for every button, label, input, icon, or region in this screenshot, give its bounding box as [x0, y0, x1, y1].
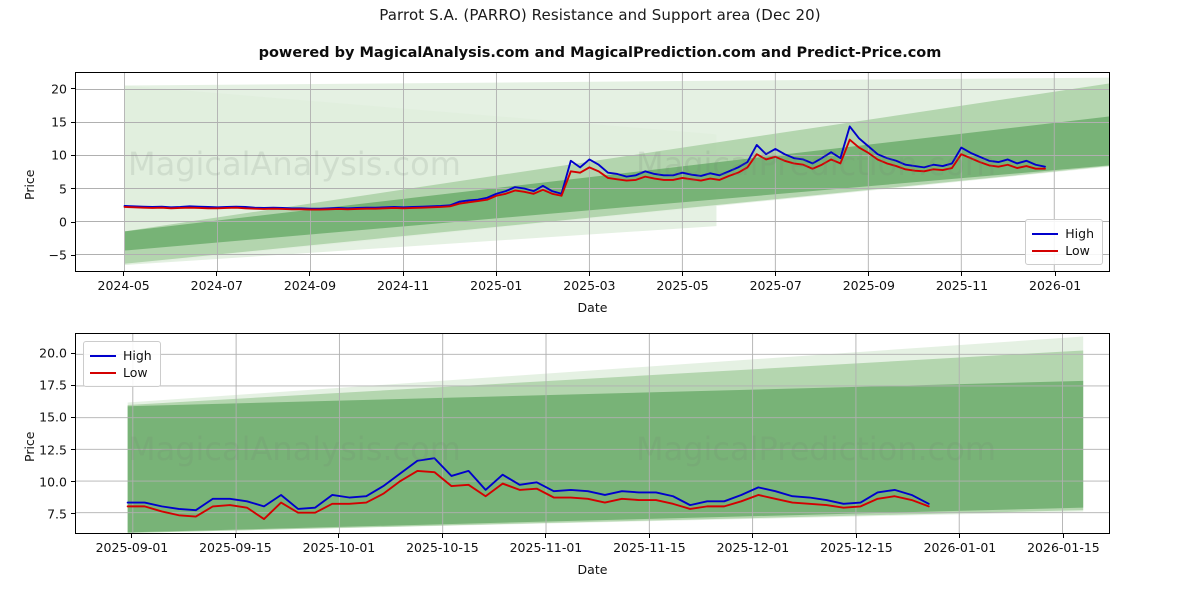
bottom-x-tick-mark: [855, 534, 857, 538]
legend-entry-low: Low: [1032, 242, 1094, 259]
top-x-tick-label: 2024-09: [283, 278, 337, 293]
top-x-tick-label: 2025-03: [563, 278, 616, 293]
bottom-y-tick-label: 12.5: [39, 442, 67, 457]
top-x-tick-label: 2024-05: [97, 278, 150, 293]
legend-label-high: High: [1065, 226, 1094, 241]
bottom-y-tick-label: 17.5: [39, 377, 67, 393]
bottom-y-tick-mark: [71, 416, 75, 418]
top-y-tick-mark: [71, 221, 75, 223]
top-x-tick-mark: [868, 272, 870, 276]
top-y-tick-label: 20: [51, 81, 67, 97]
top-x-tick-mark: [309, 272, 311, 276]
top-x-tick-label: 2025-11: [935, 278, 989, 293]
top-x-tick-mark: [775, 272, 777, 276]
bottom-x-tick-label: 2025-09-15: [199, 540, 272, 555]
bottom-y-tick-mark: [71, 481, 75, 482]
series-line-high: [126, 457, 930, 512]
top-chart-legend: High Low: [1025, 219, 1103, 265]
top-x-tick-mark: [682, 272, 684, 276]
legend-swatch-high: [1032, 232, 1059, 235]
legend-entry-high: High: [1032, 225, 1094, 242]
top-y-tick-label: 15: [51, 114, 67, 130]
bottom-x-tick-mark: [234, 534, 236, 538]
legend-swatch-high: [90, 354, 116, 357]
top-x-tick-mark: [588, 272, 590, 276]
top-x-tick-mark: [123, 272, 125, 276]
top-x-tick-mark: [216, 272, 218, 276]
bottom-y-tick-label: 7.5: [47, 506, 67, 522]
page-subtitle: powered by MagicalAnalysis.com and Magic…: [258, 45, 942, 61]
series-line-low: [123, 138, 1046, 211]
top-y-tick-label: 0: [59, 214, 67, 230]
band-core-cone: [127, 380, 1084, 533]
top-chart-plot-area: MagicalAnalysis.com MagicalPrediction.co…: [75, 72, 1110, 272]
top-chart-x-axis-label: Date: [577, 300, 608, 315]
top-x-tick-mark: [961, 272, 963, 276]
bottom-x-tick-mark: [752, 534, 754, 538]
bottom-x-tick-label: 2026-01-15: [1027, 540, 1100, 555]
bottom-x-tick-mark: [959, 534, 961, 538]
top-y-tick-label: −5: [48, 247, 67, 263]
bottom-x-tick-label: 2025-10-01: [302, 540, 376, 555]
bottom-x-tick-label: 2025-10-15: [406, 540, 479, 555]
bottom-x-tick-label: 2025-12-15: [820, 540, 893, 555]
top-y-tick-mark: [71, 88, 75, 90]
top-x-tick-label: 2026-01: [1029, 278, 1082, 293]
bottom-x-tick-label: 2025-12-01: [716, 540, 790, 555]
top-y-tick-mark: [71, 188, 75, 190]
bottom-x-tick-label: 2025-11-15: [613, 540, 686, 555]
top-x-tick-label: 2025-09: [842, 278, 895, 293]
bottom-y-tick-mark: [71, 352, 75, 354]
top-x-tick-label: 2024-07: [190, 278, 243, 293]
legend-entry-low: Low: [90, 364, 152, 381]
legend-entry-high: High: [90, 347, 152, 364]
top-x-tick-mark: [402, 272, 404, 276]
bottom-y-tick-label: 20.0: [39, 345, 67, 361]
bottom-x-tick-mark: [131, 534, 133, 538]
legend-swatch-low: [1032, 249, 1059, 252]
top-y-tick-mark: [71, 121, 75, 123]
bottom-y-tick-mark: [71, 513, 75, 515]
top-y-tick-mark: [71, 254, 75, 256]
legend-label-low: Low: [1065, 243, 1090, 258]
top-y-tick-label: 5: [59, 181, 67, 197]
bottom-chart-legend: High Low: [83, 341, 161, 387]
top-x-tick-mark: [495, 272, 497, 276]
bottom-x-tick-mark: [1062, 534, 1064, 538]
bottom-y-tick-mark: [71, 384, 75, 386]
bottom-y-tick-label: 15.0: [39, 409, 67, 425]
bottom-x-tick-mark: [338, 534, 340, 538]
bottom-x-tick-mark: [441, 534, 443, 538]
top-chart-canvas: [76, 73, 1109, 271]
legend-swatch-low: [90, 371, 116, 374]
series-line-low: [126, 469, 930, 521]
bottom-x-tick-label: 2025-09-01: [95, 540, 169, 555]
bottom-chart-plot-area: MagicalAnalysis.com MagicalPrediction.co…: [75, 333, 1110, 534]
top-y-tick-label: 10: [51, 147, 67, 163]
bottom-y-tick-label: 10.0: [39, 474, 67, 489]
top-y-tick-mark: [71, 154, 75, 156]
legend-label-low: Low: [123, 365, 148, 380]
top-x-tick-label: 2025-01: [470, 278, 523, 293]
page-title: Parrot S.A. (PARRO) Resistance and Suppo…: [379, 6, 821, 24]
bottom-chart-canvas: [76, 334, 1109, 533]
bottom-y-tick-mark: [71, 449, 75, 450]
top-x-tick-label: 2025-05: [656, 278, 709, 293]
top-x-tick-mark: [1054, 272, 1056, 276]
bottom-x-tick-mark: [648, 534, 650, 538]
bottom-x-tick-label: 2025-11-01: [509, 540, 583, 555]
bottom-chart-x-axis-label: Date: [577, 562, 608, 577]
top-x-tick-label: 2024-11: [376, 278, 430, 293]
top-x-tick-label: 2025-07: [749, 278, 802, 293]
bottom-x-tick-label: 2026-01-01: [923, 540, 997, 555]
series-line-high: [123, 125, 1046, 210]
bottom-x-tick-mark: [545, 534, 547, 538]
legend-label-high: High: [123, 348, 152, 363]
